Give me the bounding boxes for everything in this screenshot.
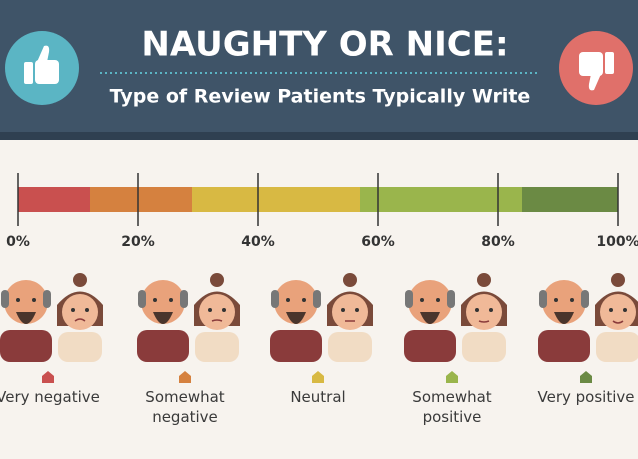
- man-eye: [32, 298, 36, 302]
- woman-bun: [210, 273, 224, 287]
- legend-label: Somewhat negative: [145, 388, 225, 426]
- man-hair: [43, 290, 51, 308]
- bar-segment: [18, 187, 90, 212]
- header-stripe: [0, 132, 638, 140]
- man-hair: [180, 290, 188, 308]
- woman-eye: [489, 308, 493, 312]
- woman-bun: [73, 273, 87, 287]
- woman-top: [462, 332, 506, 362]
- man-hair: [313, 290, 321, 308]
- man-hair: [581, 290, 589, 308]
- x-tick-label: 40%: [241, 234, 275, 250]
- man-eye: [420, 298, 424, 302]
- man-beard: [16, 312, 36, 324]
- bar-segment: [192, 187, 360, 212]
- woman-top: [195, 332, 239, 362]
- woman-head: [62, 294, 98, 330]
- woman-eye: [355, 308, 359, 312]
- man-head: [408, 280, 452, 324]
- man-head: [274, 280, 318, 324]
- legend-label: Very negative: [0, 388, 100, 406]
- legend-label: Very positive: [537, 388, 635, 406]
- man-eye: [554, 298, 558, 302]
- woman-top: [596, 332, 638, 362]
- thumbs-down-hand: [579, 52, 614, 91]
- woman-eye: [475, 308, 479, 312]
- legend-marker: [179, 371, 191, 383]
- man-eye: [16, 298, 20, 302]
- woman-mouth: [74, 318, 86, 322]
- people-illustration: [0, 273, 103, 362]
- woman-eye: [208, 308, 212, 312]
- woman-eye: [85, 308, 89, 312]
- man-beard: [286, 312, 306, 324]
- x-tick-label: 0%: [6, 234, 30, 250]
- man-shirt: [137, 330, 189, 362]
- woman-eye: [71, 308, 75, 312]
- man-hair: [271, 290, 279, 308]
- legend-marker: [42, 371, 54, 383]
- woman-eye: [222, 308, 226, 312]
- man-head: [542, 280, 586, 324]
- woman-head: [600, 294, 636, 330]
- title: NAUGHTY OR NICE:: [141, 25, 508, 65]
- header-bg: [0, 0, 638, 132]
- man-hair: [1, 290, 9, 308]
- woman-top: [328, 332, 372, 362]
- woman-head: [199, 294, 235, 330]
- man-hair: [138, 290, 146, 308]
- x-tick-label: 100%: [596, 234, 638, 250]
- woman-head: [466, 294, 502, 330]
- woman-eye: [623, 308, 627, 312]
- people-illustration: [404, 273, 507, 362]
- woman-bun: [477, 273, 491, 287]
- man-beard: [153, 312, 173, 324]
- man-eye: [436, 298, 440, 302]
- man-beard: [554, 312, 574, 324]
- legend-label: Neutral: [290, 388, 346, 406]
- woman-bun: [343, 273, 357, 287]
- legend-marker: [580, 371, 592, 383]
- subtitle: Type of Review Patients Typically Write: [110, 86, 531, 108]
- woman-mouth: [478, 320, 490, 323]
- x-tick-label: 20%: [121, 234, 155, 250]
- woman-mouth: [211, 319, 223, 322]
- legend-marker: [312, 371, 324, 383]
- woman-bun: [611, 273, 625, 287]
- man-shirt: [0, 330, 52, 362]
- man-eye: [169, 298, 173, 302]
- woman-top: [58, 332, 102, 362]
- bar-segment: [90, 187, 192, 212]
- man-shirt: [538, 330, 590, 362]
- x-tick-label: 80%: [481, 234, 515, 250]
- man-hair: [539, 290, 547, 308]
- thumbs-up-hand: [24, 45, 59, 84]
- woman-eye: [341, 308, 345, 312]
- man-head: [4, 280, 48, 324]
- woman-mouth: [612, 320, 624, 324]
- man-eye: [153, 298, 157, 302]
- man-hair: [405, 290, 413, 308]
- woman-eye: [609, 308, 613, 312]
- legend-label: Somewhat positive: [412, 388, 492, 426]
- man-shirt: [404, 330, 456, 362]
- legend-marker: [446, 371, 458, 383]
- man-hair: [447, 290, 455, 308]
- people-illustration: [137, 273, 240, 362]
- man-shirt: [270, 330, 322, 362]
- bar-segment: [360, 187, 522, 212]
- people-illustration: [270, 273, 373, 362]
- bar-segment: [522, 187, 618, 212]
- people-illustration: [538, 273, 638, 362]
- woman-head: [332, 294, 368, 330]
- man-head: [141, 280, 185, 324]
- man-eye: [570, 298, 574, 302]
- man-eye: [286, 298, 290, 302]
- man-beard: [420, 312, 440, 324]
- man-eye: [302, 298, 306, 302]
- x-tick-label: 60%: [361, 234, 395, 250]
